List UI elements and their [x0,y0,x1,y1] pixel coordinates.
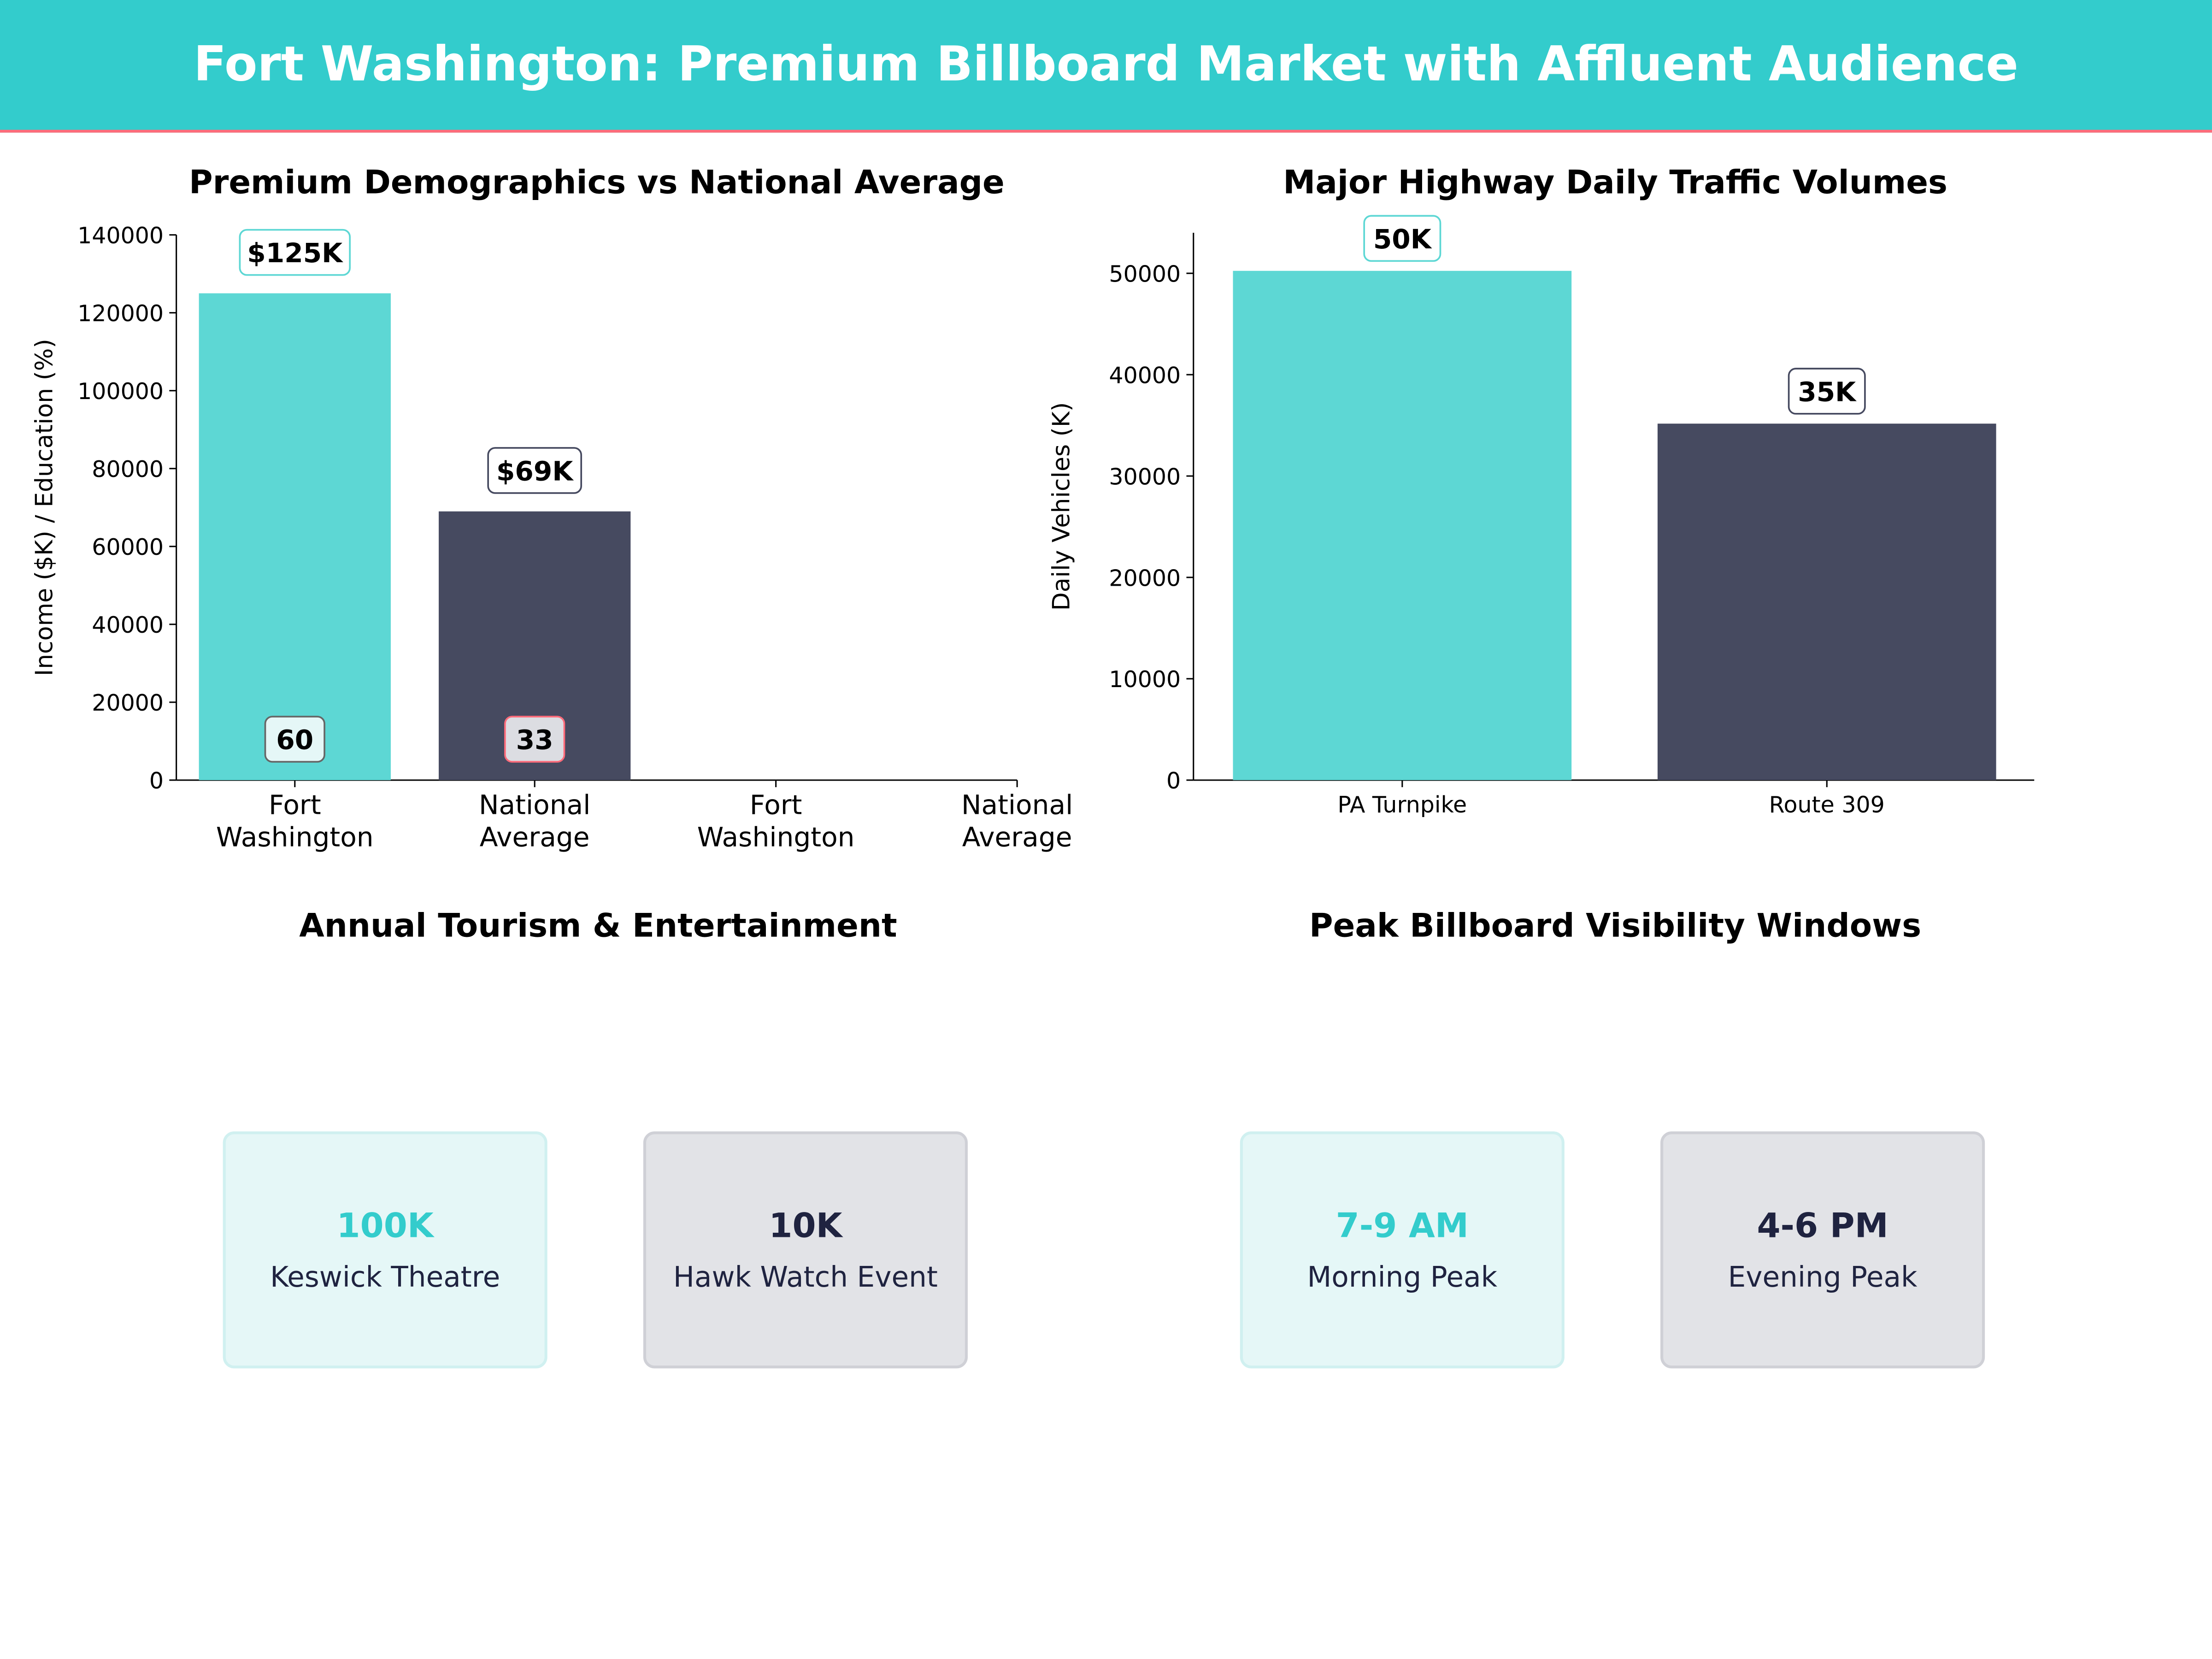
y-tick-label: 40000 [92,612,164,638]
y-tick-label: 100000 [77,378,164,405]
income-data-label: $69K [496,455,574,487]
traffic-data-label-box [1788,368,1866,415]
income-data-label-box [487,447,582,494]
y-tick-label: 20000 [1109,565,1181,591]
card-label: Morning Peak [1307,1259,1498,1294]
tourism-card-hawk-watch: 10K Hawk Watch Event [643,1131,968,1369]
y-tick-label: 140000 [77,223,164,249]
card-label: Evening Peak [1728,1259,1918,1294]
x-tick-label: Washington [697,822,855,853]
traffic-bar [1233,271,1572,780]
x-tick-label: National [479,789,590,820]
education-data-label: 60 [276,724,313,755]
y-tick-label: 0 [1166,768,1181,794]
y-tick-label: 120000 [77,300,164,327]
chart-title: Premium Demographics vs National Average [189,163,1005,201]
education-data-label-box [264,716,325,763]
y-axis-label: Income ($K) / Education (%) [30,339,58,676]
card-value: 100K [336,1206,434,1246]
x-tick-label: Washington [216,822,374,853]
x-tick-label: Average [962,822,1072,853]
x-tick-label: National [961,789,1073,820]
y-tick-label: 20000 [92,690,164,716]
card-value: 10K [769,1206,842,1246]
visibility-title: Peak Billboard Visibility Windows [1309,908,1922,946]
page-title: Fort Washington: Premium Billboard Marke… [194,36,2018,94]
x-tick-label: Average [480,822,590,853]
card-label: Keswick Theatre [270,1259,500,1294]
income-data-label: $125K [247,237,343,269]
traffic-data-label: 50K [1373,224,1432,255]
traffic-bar [1657,424,1996,780]
visibility-card-morning: 7-9 AM Morning Peak [1240,1131,1565,1369]
y-tick-label: 40000 [1109,362,1181,388]
visibility-card-evening: 4-6 PM Evening Peak [1660,1131,1985,1369]
y-tick-label: 0 [149,768,164,794]
card-label: Hawk Watch Event [673,1259,938,1294]
y-tick-label: 50000 [1109,261,1181,287]
traffic-data-label: 35K [1798,376,1857,407]
card-value: 7-9 AM [1335,1206,1469,1246]
tourism-title: Annual Tourism & Entertainment [299,908,897,946]
x-tick-label: PA Turnpike [1337,792,1467,818]
education-data-label: 33 [516,724,553,755]
education-data-label-box [504,716,565,763]
y-tick-label: 10000 [1109,666,1181,693]
x-tick-label: Fort [750,789,802,820]
header-banner: Fort Washington: Premium Billboard Marke… [0,0,2212,133]
y-axis-label: Daily Vehicles (K) [1047,402,1075,611]
y-tick-label: 60000 [92,534,164,560]
x-tick-label: Route 309 [1769,792,1885,818]
income-data-label-box [239,229,351,276]
income-bar [199,293,391,780]
y-tick-label: 30000 [1109,464,1181,490]
x-tick-label: Fort [269,789,321,820]
tourism-card-keswick: 100K Keswick Theatre [223,1131,547,1369]
traffic-data-label-box [1363,215,1441,262]
chart-title: Major Highway Daily Traffic Volumes [1283,163,1947,201]
card-value: 4-6 PM [1757,1206,1888,1246]
y-tick-label: 80000 [92,456,164,482]
